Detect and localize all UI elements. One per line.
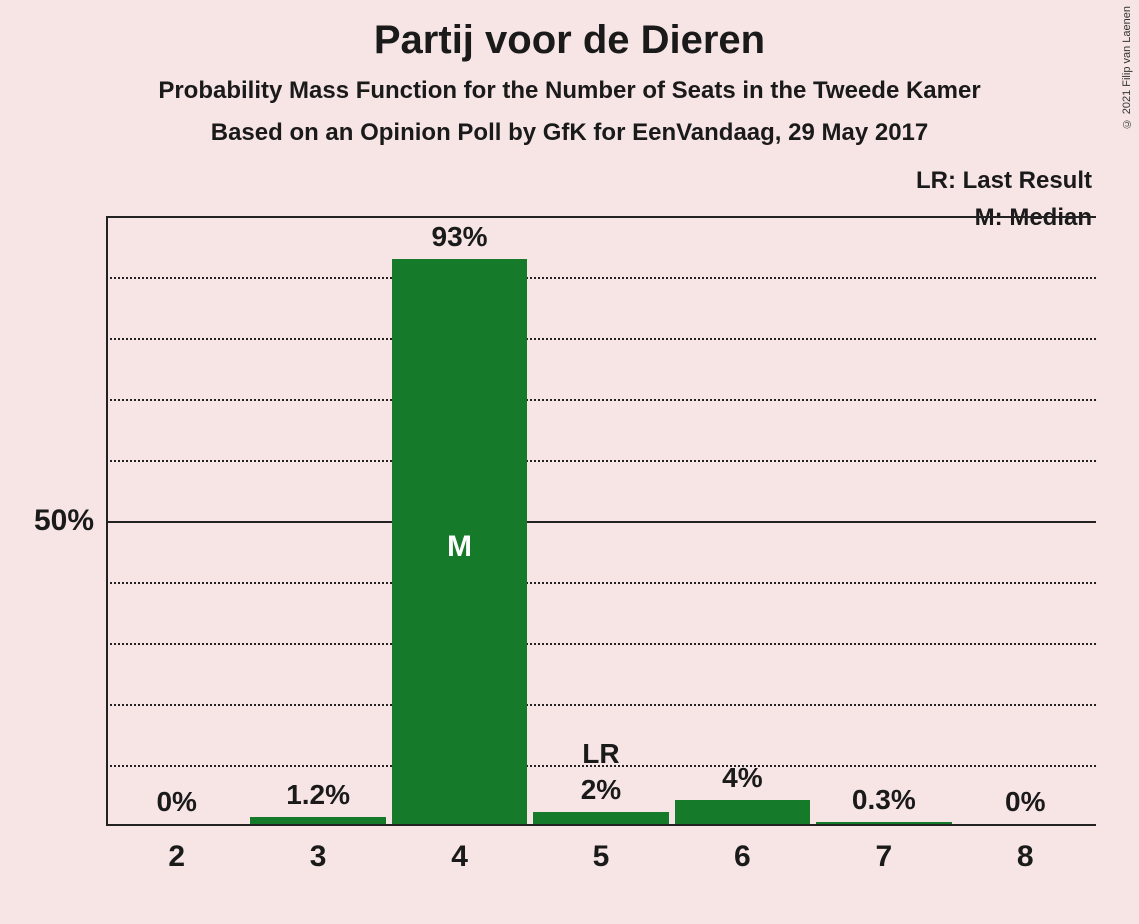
chart-plot-area: LR: Last Result M: Median 50% 0%1.2%93%M… bbox=[106, 216, 1096, 826]
bar: 1.2% bbox=[250, 817, 386, 824]
bar-slot: 0.3% bbox=[813, 216, 954, 824]
x-axis-tick-label: 3 bbox=[247, 840, 388, 874]
x-axis-tick-label: 4 bbox=[389, 840, 530, 874]
bar-slot: 1.2% bbox=[247, 216, 388, 824]
bar: 2%LR bbox=[533, 812, 669, 824]
bar-slot: 93% M bbox=[389, 216, 530, 824]
bar: 0.3% bbox=[816, 822, 952, 824]
bar-slot: 0% bbox=[106, 216, 247, 824]
bar-value-label: 0% bbox=[109, 786, 245, 824]
bar-value-label: 4% bbox=[675, 762, 811, 800]
bar-value-label: 2% bbox=[533, 774, 669, 812]
legend-lr: LR: Last Result bbox=[916, 162, 1092, 199]
bar: 93%M bbox=[392, 259, 528, 824]
copyright-text: © 2021 Filip van Laenen bbox=[1121, 6, 1133, 129]
x-axis-tick-label: 8 bbox=[955, 840, 1096, 874]
x-axis-tick-label: 2 bbox=[106, 840, 247, 874]
x-axis-tick-label: 6 bbox=[672, 840, 813, 874]
chart-subtitle: Probability Mass Function for the Number… bbox=[0, 77, 1139, 105]
chart-subtitle-2: Based on an Opinion Poll by GfK for EenV… bbox=[0, 119, 1139, 147]
bar-value-label: 1.2% bbox=[250, 779, 386, 817]
bar-value-label: 0% bbox=[957, 786, 1093, 824]
x-axis-tick-label: 7 bbox=[813, 840, 954, 874]
last-result-marker: LR bbox=[533, 738, 669, 770]
bar-slot: 0% bbox=[955, 216, 1096, 824]
bar-slot: 2% LR bbox=[530, 216, 671, 824]
bars-container: 0%1.2%93%M2%LR4%0.3%0% bbox=[106, 216, 1096, 824]
chart-title: Partij voor de Dieren bbox=[0, 0, 1139, 63]
bar-value-label: 0.3% bbox=[816, 784, 952, 822]
x-axis-tick-label: 5 bbox=[530, 840, 671, 874]
median-marker: M bbox=[392, 530, 528, 564]
x-axis-labels: 2345678 bbox=[106, 826, 1096, 874]
bar-value-label: 93% bbox=[392, 221, 528, 259]
y-axis-label-50: 50% bbox=[34, 504, 94, 538]
bar-slot: 4% bbox=[672, 216, 813, 824]
bar: 4% bbox=[675, 800, 811, 824]
